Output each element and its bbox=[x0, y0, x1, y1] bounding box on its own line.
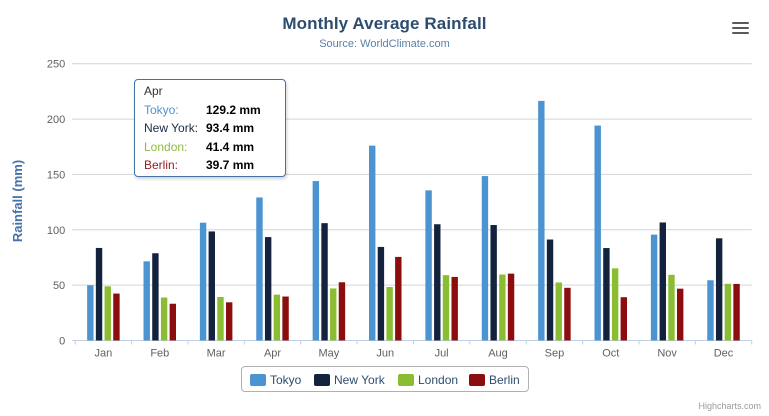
svg-text:200: 200 bbox=[47, 114, 65, 126]
svg-text:250: 250 bbox=[47, 59, 65, 71]
svg-text:50: 50 bbox=[53, 280, 65, 292]
svg-text:Apr: Apr bbox=[264, 348, 281, 360]
svg-text:150: 150 bbox=[47, 169, 65, 181]
svg-text:Jan: Jan bbox=[95, 348, 113, 360]
svg-text:May: May bbox=[319, 348, 340, 360]
svg-text:Sep: Sep bbox=[545, 348, 565, 360]
svg-text:Jul: Jul bbox=[435, 348, 449, 360]
svg-text:Mar: Mar bbox=[207, 348, 226, 360]
svg-text:Nov: Nov bbox=[657, 348, 677, 360]
svg-text:100: 100 bbox=[47, 225, 65, 237]
svg-text:Oct: Oct bbox=[602, 348, 619, 360]
svg-text:Dec: Dec bbox=[714, 348, 734, 360]
svg-text:Aug: Aug bbox=[488, 348, 508, 360]
svg-text:Feb: Feb bbox=[150, 348, 169, 360]
svg-text:Jun: Jun bbox=[376, 348, 394, 360]
svg-text:0: 0 bbox=[59, 336, 65, 348]
